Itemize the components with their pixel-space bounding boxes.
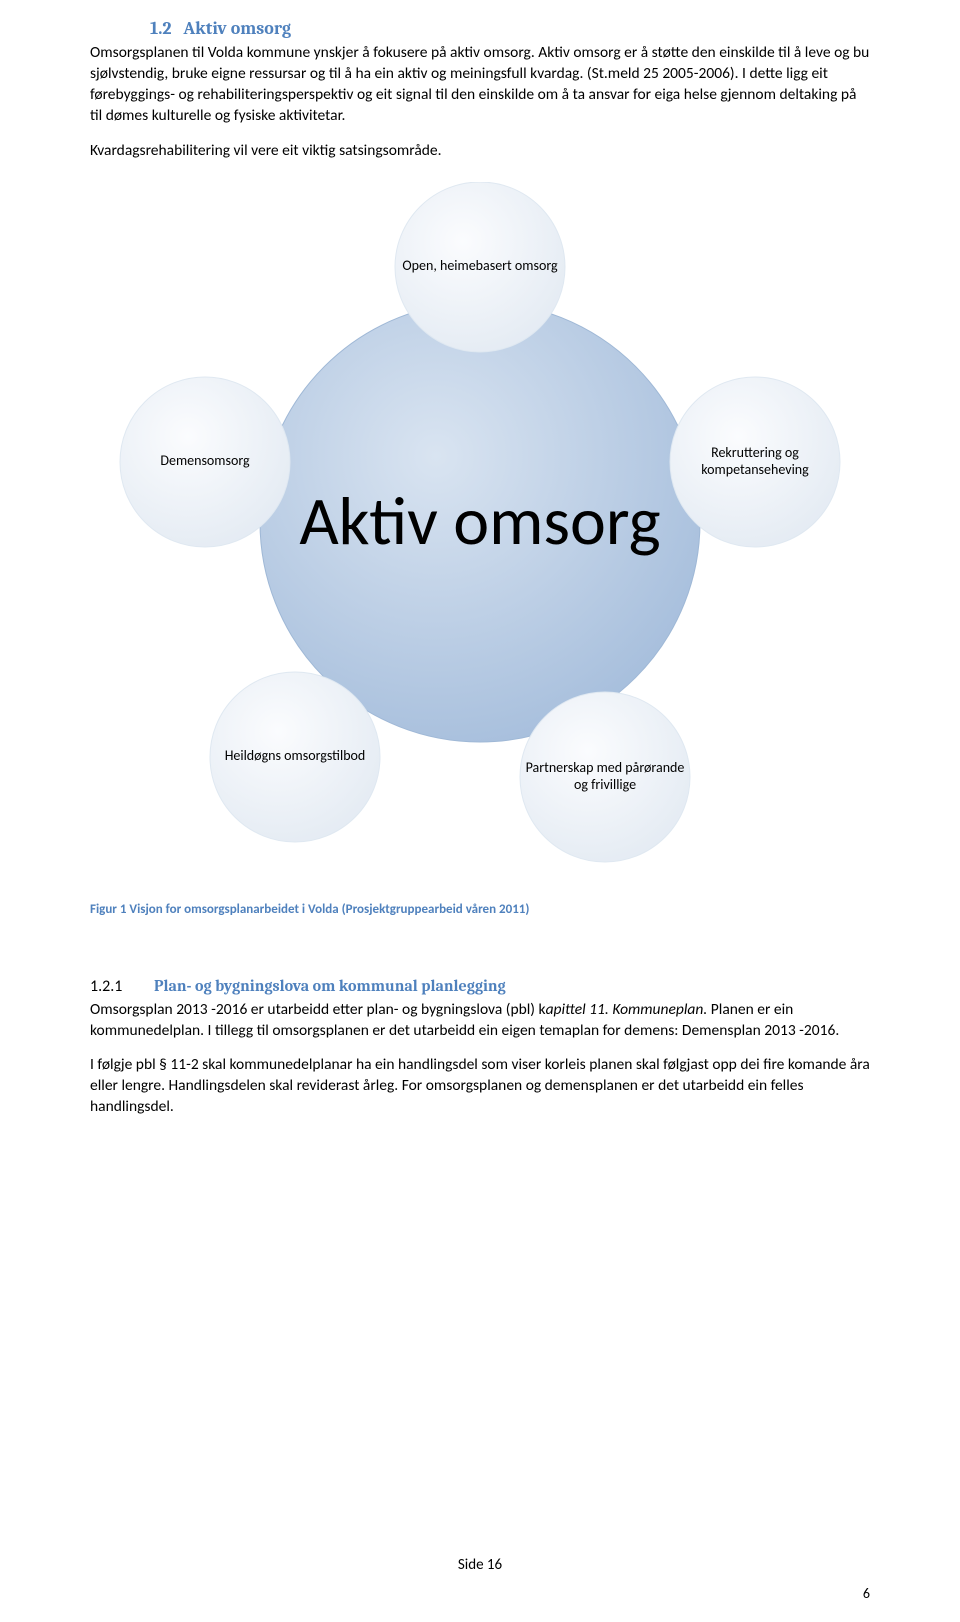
diagram-node-label: Partnerskap med pårørande og frivillige (520, 760, 690, 794)
subsection-heading: 1.2.1 Plan- og bygningslova om kommunal … (90, 977, 870, 996)
diagram-node-label: Open, heimebasert omsorg (402, 258, 557, 275)
paragraph-1: Omsorgsplanen til Volda kommune ynskjer … (90, 43, 870, 127)
diagram-node-top: Open, heimebasert omsorg (395, 182, 565, 352)
page-footer: Side 16 (90, 1556, 870, 1574)
diagram-node-label: Heildøgns omsorgstilbod (225, 748, 366, 765)
subheading-title: Plan- og bygningslova om kommunal planle… (154, 977, 506, 995)
diagram-node-label: Demensomsorg (160, 453, 249, 470)
paragraph-4: I følgje pbl § 11-2 skal kommunedelplana… (90, 1055, 870, 1118)
page-number: 6 (863, 1585, 870, 1602)
diagram-center-node: Aktiv omsorg (260, 302, 700, 742)
concept-diagram: Aktiv omsorg Open, heimebasert omsorg De… (90, 182, 870, 872)
paragraph-2: Kvardagsrehabilitering vil vere eit vikt… (90, 141, 870, 162)
section-heading: 1.2 Aktiv omsorg (90, 18, 870, 39)
heading-title: Aktiv omsorg (183, 18, 291, 39)
para3-part-a: Omsorgsplan 2013 -2016 er utarbeidd ette… (90, 1000, 546, 1019)
diagram-node-left: Demensomsorg (120, 377, 290, 547)
diagram-node-right: Rekruttering og kompetanseheving (670, 377, 840, 547)
diagram-node-bottom-right: Partnerskap med pårørande og frivillige (520, 692, 690, 862)
diagram-node-bottom-left: Heildøgns omsorgstilbod (210, 672, 380, 842)
paragraph-3: Omsorgsplan 2013 -2016 er utarbeidd ette… (90, 1000, 870, 1042)
para3-italic: apittel 11. Kommuneplan. (546, 1000, 708, 1019)
diagram-node-label: Rekruttering og kompetanseheving (670, 445, 840, 479)
diagram-center-label: Aktiv omsorg (299, 486, 660, 557)
subheading-number: 1.2.1 (90, 977, 122, 996)
heading-number: 1.2 (150, 18, 172, 39)
figure-caption: Figur 1 Visjon for omsorgsplanarbeidet i… (90, 902, 870, 917)
